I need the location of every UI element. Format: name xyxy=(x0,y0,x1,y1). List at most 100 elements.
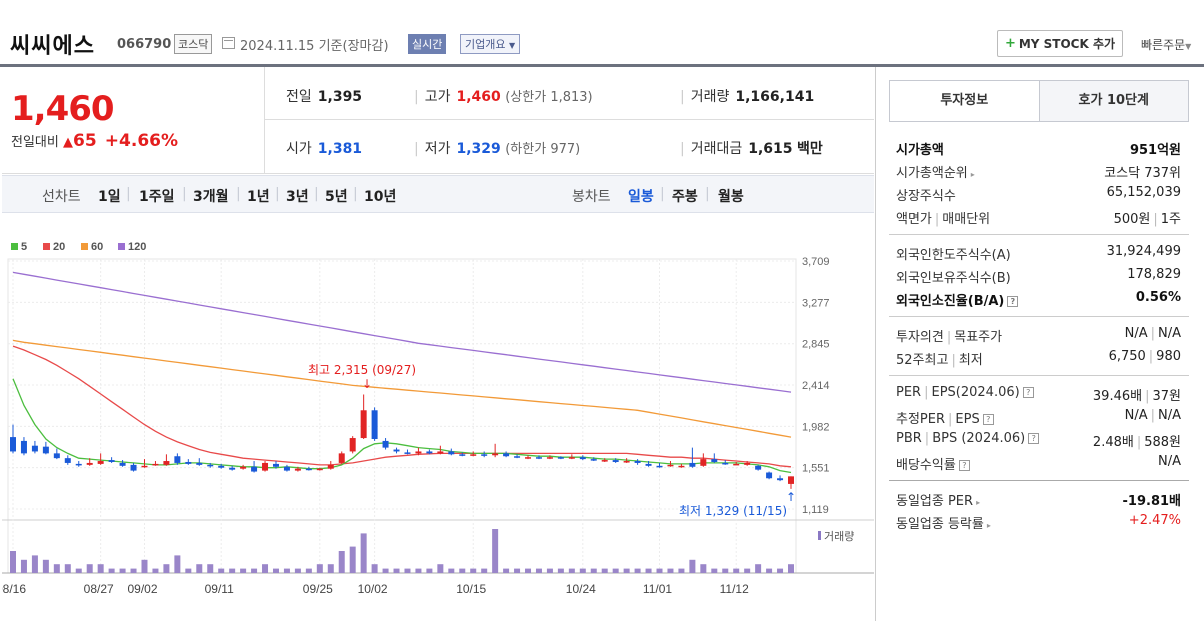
help-icon[interactable]: ? xyxy=(1028,433,1040,444)
candle-body xyxy=(316,468,323,471)
candle-body xyxy=(645,463,652,466)
volume-bar xyxy=(557,568,564,573)
period-1w[interactable]: 1주일 xyxy=(139,189,175,205)
candle xyxy=(623,458,630,463)
candle-body xyxy=(667,464,674,467)
volume-bar xyxy=(711,568,718,573)
candle xyxy=(86,458,93,466)
candle-body xyxy=(86,462,93,465)
candle xyxy=(568,454,575,460)
candle xyxy=(503,451,510,458)
up-arrow-icon: ↑ xyxy=(786,490,796,504)
trade-amount: | 거래대금 1,615 백만 xyxy=(680,141,823,157)
market-badge: 코스닥 xyxy=(174,34,213,54)
x-tick-label: 08/27 xyxy=(84,582,114,596)
candle-body xyxy=(492,453,499,456)
sector-rate-row[interactable]: 동일업종 등락률 ▸ +2.47% xyxy=(896,513,1181,532)
period-10y[interactable]: 10년 xyxy=(364,189,397,205)
my-stock-add-button[interactable]: + MY STOCK 추가 xyxy=(997,30,1123,57)
volume-bar xyxy=(568,568,575,573)
candle-monthly[interactable]: 월봉 xyxy=(718,189,744,205)
candle xyxy=(645,461,652,467)
tab-orderbook[interactable]: 호가 10단계 xyxy=(1039,81,1188,121)
volume-bar xyxy=(612,568,619,573)
candle-body xyxy=(327,464,334,469)
candle-body xyxy=(678,465,685,468)
volume-bar xyxy=(470,568,477,573)
volume-bar xyxy=(262,564,269,573)
candle xyxy=(152,461,159,466)
period-1d[interactable]: 1일 xyxy=(98,189,121,205)
face-value-row: 액면가 | 매매단위 500원 | 1주 xyxy=(896,212,1181,227)
candle-daily[interactable]: 일봉 xyxy=(628,189,654,205)
opinion-row: 투자의견 | 목표주가 N/A | N/A xyxy=(896,326,1181,345)
y-tick-label: 1,982 xyxy=(802,421,830,433)
candle-body xyxy=(459,454,466,456)
ma5-line xyxy=(12,378,792,474)
help-icon[interactable]: ? xyxy=(982,414,994,425)
shares-row: 상장주식수 65,152,039 xyxy=(896,185,1181,204)
candle-body xyxy=(535,457,542,459)
chevron-down-icon: ▼ xyxy=(1185,42,1192,51)
change-percent: +4.66% xyxy=(104,131,179,151)
volume-bar xyxy=(64,564,71,573)
period-3y[interactable]: 3년 xyxy=(286,189,309,205)
cap-rank-row[interactable]: 시가총액순위 ▸ 코스닥 737위 xyxy=(896,166,1181,181)
header-divider xyxy=(0,64,1204,67)
candle xyxy=(535,455,542,460)
quick-order-button[interactable]: 빠른주문▼ xyxy=(1141,38,1192,52)
candle-body xyxy=(262,462,269,471)
volume-bar xyxy=(174,555,181,573)
period-1y[interactable]: 1년 xyxy=(247,189,270,205)
tab-investment-info[interactable]: 투자정보 xyxy=(890,81,1040,121)
volume-bar xyxy=(722,568,729,573)
candle xyxy=(481,451,488,458)
candle-body xyxy=(579,457,586,460)
candle xyxy=(777,475,784,482)
volume-bar xyxy=(623,568,630,573)
stock-code: 066790 xyxy=(117,37,172,52)
chart-legend: 5 20 60 120 xyxy=(11,241,146,253)
help-icon[interactable]: ? xyxy=(958,460,970,471)
period-3m[interactable]: 3개월 xyxy=(193,189,229,205)
candle xyxy=(546,455,553,460)
volume-bar xyxy=(689,559,696,573)
candle-body xyxy=(568,457,575,459)
volume-bar xyxy=(305,568,312,573)
candle-body xyxy=(305,468,312,471)
help-icon[interactable]: ? xyxy=(1007,296,1019,307)
volume-bar xyxy=(590,568,597,573)
volume-bar xyxy=(119,568,126,573)
candle xyxy=(722,460,729,465)
price-chart: 5 20 60 120 3,709 3,277 2,845 2,414 1,982 1,5… xyxy=(2,213,874,621)
candle xyxy=(185,459,192,465)
line-chart-label: 선차트 xyxy=(42,189,81,205)
help-icon[interactable]: ? xyxy=(1022,387,1034,398)
candle-body xyxy=(744,462,751,465)
candle-body xyxy=(437,451,444,454)
candle xyxy=(766,471,773,480)
candle-body xyxy=(404,452,411,454)
candle xyxy=(108,457,115,463)
per-row: PER | EPS(2024.06)? 39.46배 | 37원 xyxy=(896,385,1181,404)
volume-bar xyxy=(426,568,433,573)
volume-bar xyxy=(86,564,93,573)
candle xyxy=(382,438,389,450)
plot-frame xyxy=(7,258,797,574)
candle xyxy=(612,458,619,463)
candle-weekly[interactable]: 주봉 xyxy=(672,189,698,205)
candle-body xyxy=(503,453,510,457)
realtime-button[interactable]: 실시간 xyxy=(408,34,447,54)
volume-bar xyxy=(185,568,192,573)
candle-body xyxy=(711,459,718,462)
volume-bar xyxy=(240,568,247,573)
company-info-dropdown[interactable]: 기업개요 ▼ xyxy=(460,34,521,54)
candle xyxy=(492,443,499,458)
candle xyxy=(272,461,279,469)
sector-per-row[interactable]: 동일업종 PER ▸ -19.81배 xyxy=(896,494,1181,509)
volume-bar xyxy=(207,564,214,573)
candle-body xyxy=(481,454,488,456)
candle-body xyxy=(42,446,49,454)
ma120-line xyxy=(12,271,792,393)
period-5y[interactable]: 5년 xyxy=(325,189,348,205)
